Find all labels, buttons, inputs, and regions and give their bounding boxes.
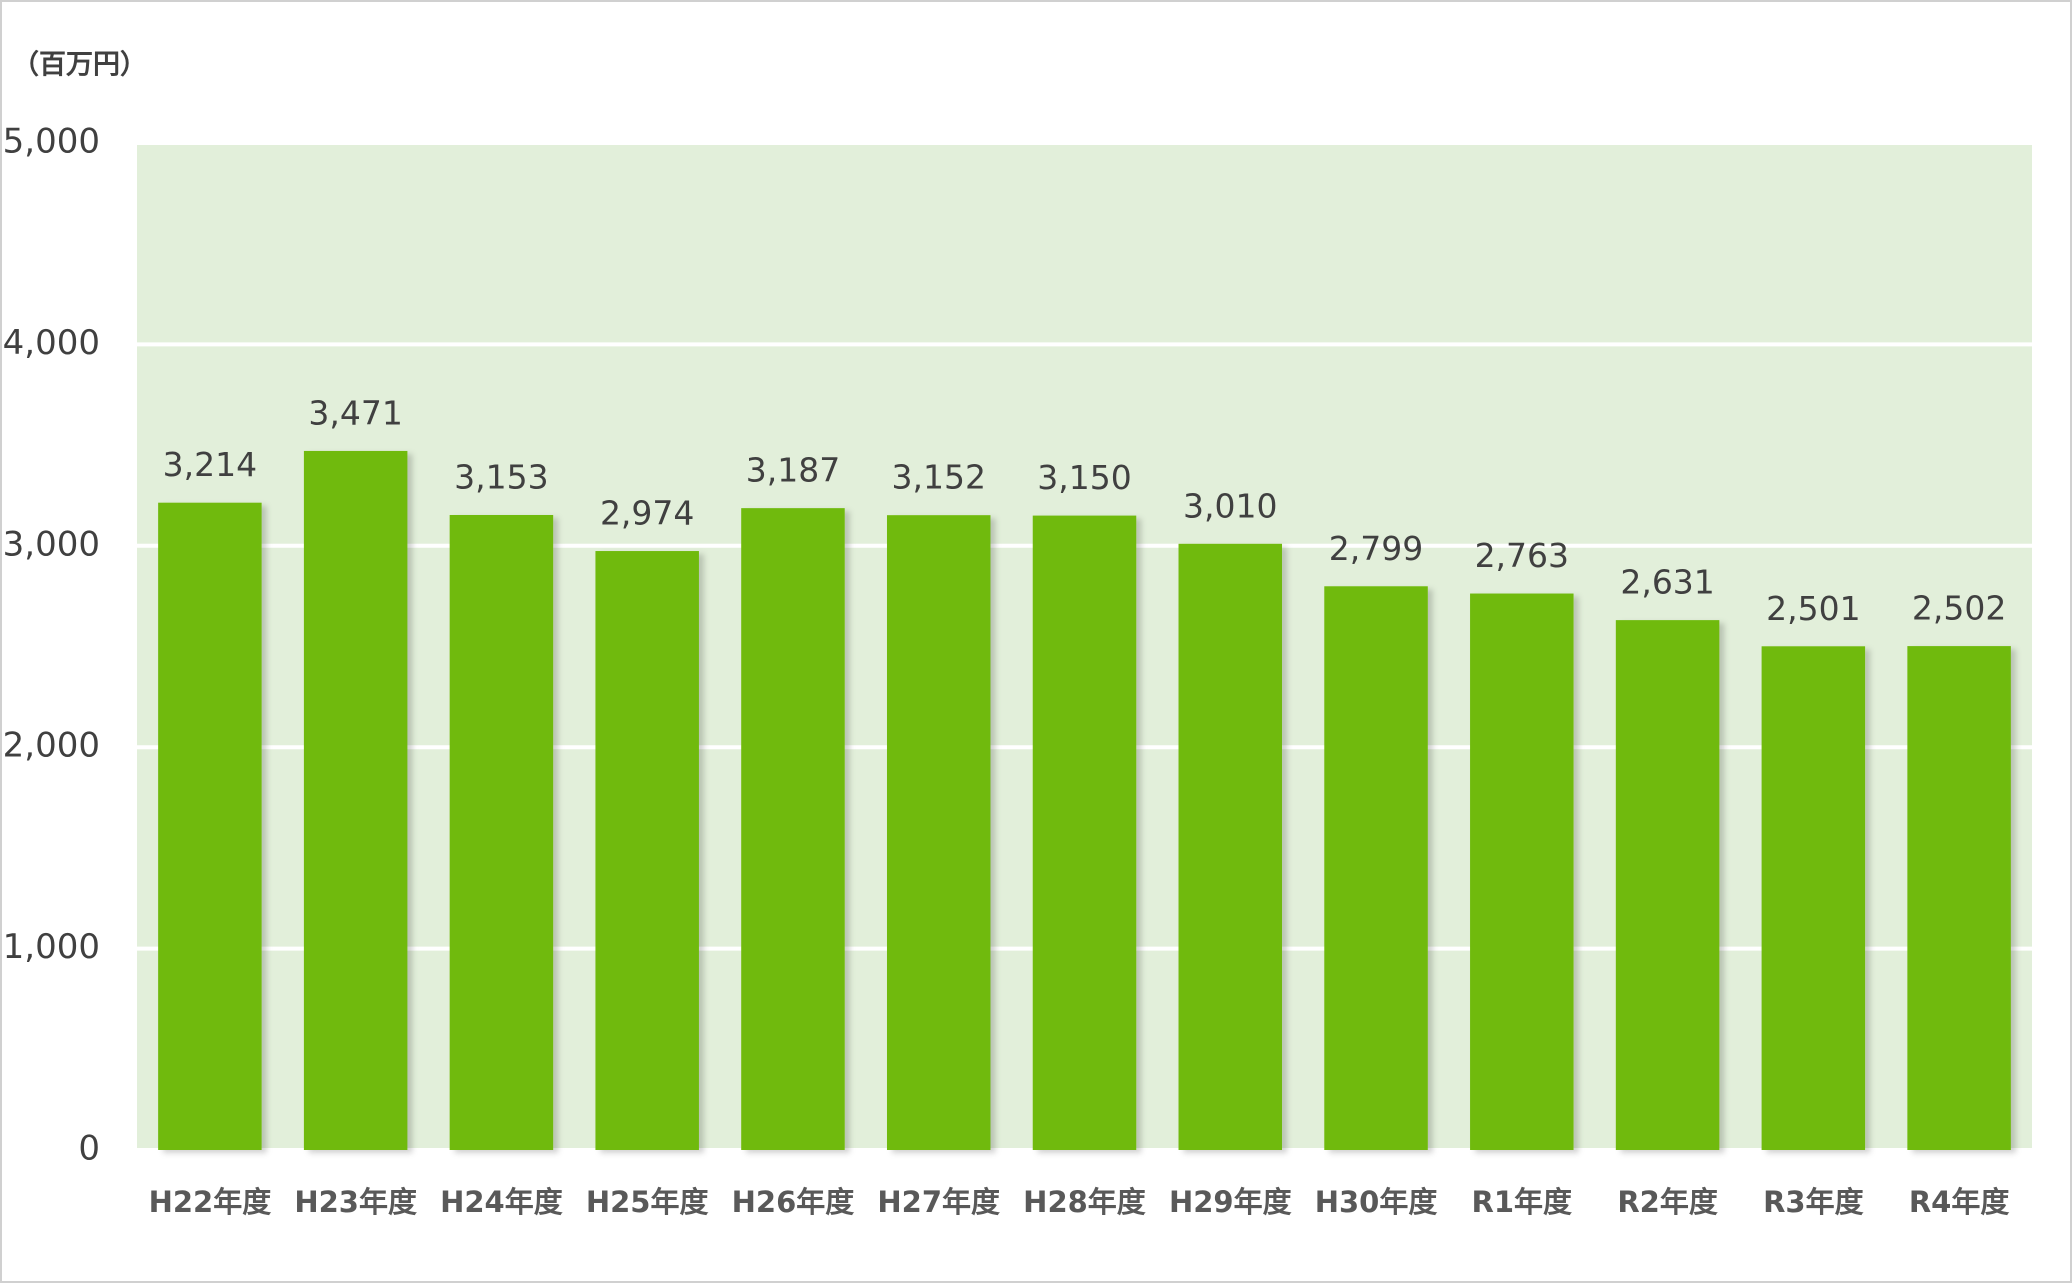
value-label: 3,471 bbox=[308, 393, 402, 432]
bar bbox=[303, 450, 408, 1150]
value-label: 3,152 bbox=[891, 458, 985, 497]
x-tick-label: R1年度 bbox=[1472, 1185, 1573, 1219]
x-tick-label: H27年度 bbox=[877, 1185, 1000, 1219]
value-label: 3,010 bbox=[1183, 486, 1277, 525]
bar bbox=[595, 551, 699, 1150]
bar bbox=[1907, 646, 2011, 1150]
bar bbox=[1032, 515, 1137, 1150]
value-label: 2,502 bbox=[1912, 589, 2006, 628]
y-tick-label: 3,000 bbox=[3, 524, 100, 564]
y-tick-label: 4,000 bbox=[3, 323, 100, 363]
x-tick-label: H25年度 bbox=[586, 1185, 709, 1219]
y-tick-label: 0 bbox=[78, 1129, 100, 1169]
value-label: 3,150 bbox=[1037, 458, 1131, 497]
y-tick-label: 1,000 bbox=[3, 927, 100, 967]
bar bbox=[449, 514, 554, 1150]
y-axis-unit: （百万円） bbox=[12, 50, 147, 81]
bar bbox=[158, 502, 262, 1150]
bar bbox=[741, 508, 845, 1151]
bar bbox=[1470, 593, 1574, 1150]
x-tick-label: H26年度 bbox=[732, 1185, 855, 1219]
bar bbox=[1324, 586, 1428, 1150]
value-label: 2,799 bbox=[1329, 529, 1423, 568]
value-label: 2,974 bbox=[600, 494, 694, 533]
bar bbox=[1178, 543, 1283, 1150]
x-tick-label: R2年度 bbox=[1617, 1185, 1718, 1219]
bar bbox=[1761, 646, 1866, 1150]
y-tick-label: 2,000 bbox=[3, 726, 100, 766]
x-tick-label: H29年度 bbox=[1169, 1185, 1292, 1219]
value-label: 3,153 bbox=[454, 457, 548, 496]
value-label: 2,501 bbox=[1766, 589, 1860, 628]
x-tick-label: H28年度 bbox=[1023, 1185, 1146, 1219]
y-tick-label: 5,000 bbox=[3, 122, 100, 162]
value-label: 3,187 bbox=[746, 451, 840, 490]
x-tick-label: R4年度 bbox=[1909, 1185, 2010, 1219]
bar bbox=[886, 515, 991, 1150]
x-tick-label: R3年度 bbox=[1763, 1185, 1864, 1219]
x-tick-label: H30年度 bbox=[1315, 1185, 1438, 1219]
bar bbox=[1615, 620, 1720, 1150]
value-label: 2,631 bbox=[1620, 563, 1714, 602]
x-tick-label: H23年度 bbox=[294, 1185, 417, 1219]
value-label: 3,214 bbox=[163, 445, 257, 484]
x-tick-label: H24年度 bbox=[440, 1185, 563, 1219]
value-label: 2,763 bbox=[1475, 536, 1569, 575]
x-tick-label: H22年度 bbox=[149, 1185, 272, 1219]
